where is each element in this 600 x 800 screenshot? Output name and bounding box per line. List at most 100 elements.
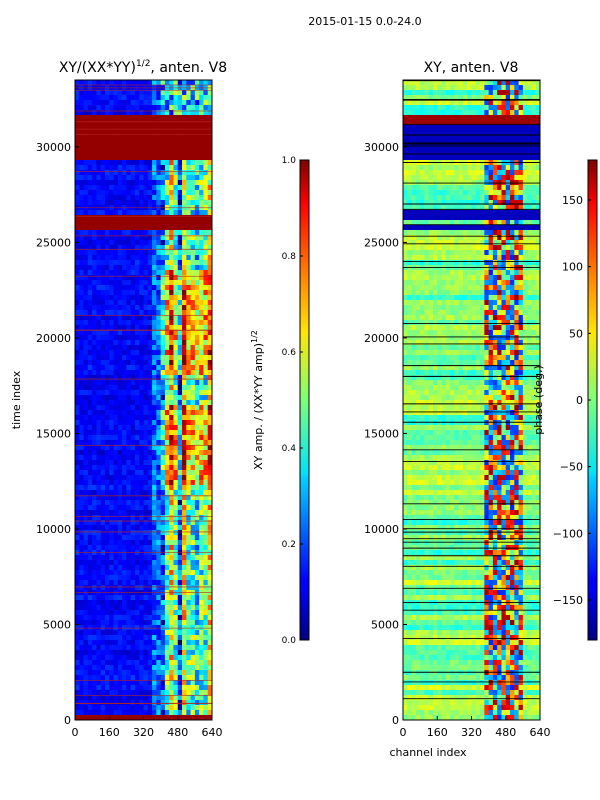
phase-heatmap-cell [471,195,477,201]
amp-heatmap-cell [186,475,191,481]
amp-heatmap-cell [96,315,102,321]
amp-heatmap-cell [139,90,144,96]
amp-heatmap-cell [194,630,200,636]
amp-heatmap-cell [182,655,187,661]
amp-heatmap-cell [134,610,140,616]
amp-heatmap-cell [143,185,149,191]
amp-heatmap-cell [203,400,209,406]
amp-heatmap-cell [139,265,144,271]
amp-heatmap-cell [104,575,110,581]
amp-heatmap-cell [139,565,144,571]
phase-heatmap-cell [403,135,408,141]
amp-heatmap-cell [186,145,191,151]
amp-heatmap-cell [87,425,93,431]
amp-heatmap-cell [117,210,123,216]
amp-heatmap-cell [134,545,140,551]
amp-heatmap-cell [122,185,127,191]
amp-heatmap-cell [104,230,110,236]
amp-heatmap-cell [139,325,144,331]
amp-heatmap-cell [164,605,170,611]
amp-heatmap-cell [104,120,110,126]
amp-heatmap-cell [100,350,106,356]
amp-heatmap-cell [194,525,200,531]
amp-heatmap-cell [177,255,183,261]
amp-heatmap-cell [194,400,200,406]
amp-heatmap-cell [207,520,213,526]
amp-heatmap-cell [134,110,140,116]
amp-heatmap-cell [75,195,80,201]
amp-heatmap-cell [173,665,179,671]
amp-heatmap-cell [203,285,209,291]
amp-heatmap-cell [164,225,170,231]
amp-heatmap-cell [83,325,89,331]
phase-heatmap-cell [527,145,532,151]
amp-heatmap-cell [156,425,162,431]
amp-heatmap-cell [182,320,187,326]
amp-heatmap-cell [79,420,84,426]
amp-heatmap-cell [79,670,84,676]
amp-heatmap-cell [100,260,106,266]
amp-heatmap-cell [126,240,132,246]
phase-heatmap-cell [415,135,421,141]
amp-heatmap-cell [83,615,89,621]
amp-heatmap-cell [199,190,204,196]
amp-heatmap-cell [117,225,123,231]
amp-heatmap-cell [199,480,204,486]
phase-heatmap-cell [522,145,528,151]
amp-heatmap-cell [182,625,187,631]
amp-heatmap-cell [100,555,106,561]
amp-heatmap-cell [164,540,170,546]
amp-heatmap-cell [83,525,89,531]
amp-heatmap-cell [182,360,187,366]
amp-heatmap-cell [79,250,84,256]
amp-heatmap-cell [143,125,149,131]
amp-heatmap-cell [83,165,89,171]
amp-heatmap-cell [100,325,106,331]
amp-heatmap-cell [203,405,209,411]
phase-heatmap-cell [424,150,430,156]
phase-heatmap-cell [514,135,519,141]
amp-heatmap-cell [194,185,200,191]
amp-heatmap-cell [182,335,187,341]
amp-heatmap-cell [182,260,187,266]
amp-heatmap-cell [152,255,157,261]
amp-heatmap-cell [207,685,213,691]
amp-heatmap-cell [139,460,144,466]
amp-heatmap-cell [156,625,162,631]
amp-heatmap-cell [207,575,213,581]
amp-heatmap-cell [152,320,157,326]
amp-heatmap-cell [173,90,179,96]
amp-heatmap-cell [156,700,162,706]
amp-heatmap-cell [186,315,191,321]
amp-heatmap-cell [75,215,80,221]
phase-heatmap-cell [403,170,408,176]
amp-heatmap-cell [75,485,80,491]
phase-heatmap-cell [403,195,408,201]
amp-heatmap-cell [75,265,80,271]
amp-heatmap-cell [199,490,204,496]
amp-heatmap-cell [109,475,114,481]
amp-heatmap-cell [87,585,93,591]
phase-heatmap-cell [527,120,532,126]
amp-heatmap-cell [173,180,179,186]
amp-heatmap-cell [156,410,162,416]
amp-heatmap-cell [199,680,204,686]
amp-heatmap-cell [160,225,166,231]
amp-heatmap-cell [130,615,136,621]
amp-heatmap-cell [100,390,106,396]
amp-heatmap-cell [92,195,97,201]
phase-heatmap-cell [441,130,447,136]
amp-heatmap-cell [113,615,119,621]
amp-heatmap-cell [190,605,196,611]
amp-heatmap-cell [100,710,106,716]
phase-heatmap-cell [432,170,438,176]
amp-heatmap-cell [164,505,170,511]
amp-heatmap-cell [104,370,110,376]
amp-heatmap-cell [139,420,144,426]
amp-heatmap-cell [104,715,110,721]
amp-heatmap-cell [143,350,149,356]
amp-heatmap-cell [130,95,136,101]
amp-heatmap-cell [92,230,97,236]
phase-heatmap-cell [492,100,498,106]
amp-heatmap-cell [122,710,127,716]
